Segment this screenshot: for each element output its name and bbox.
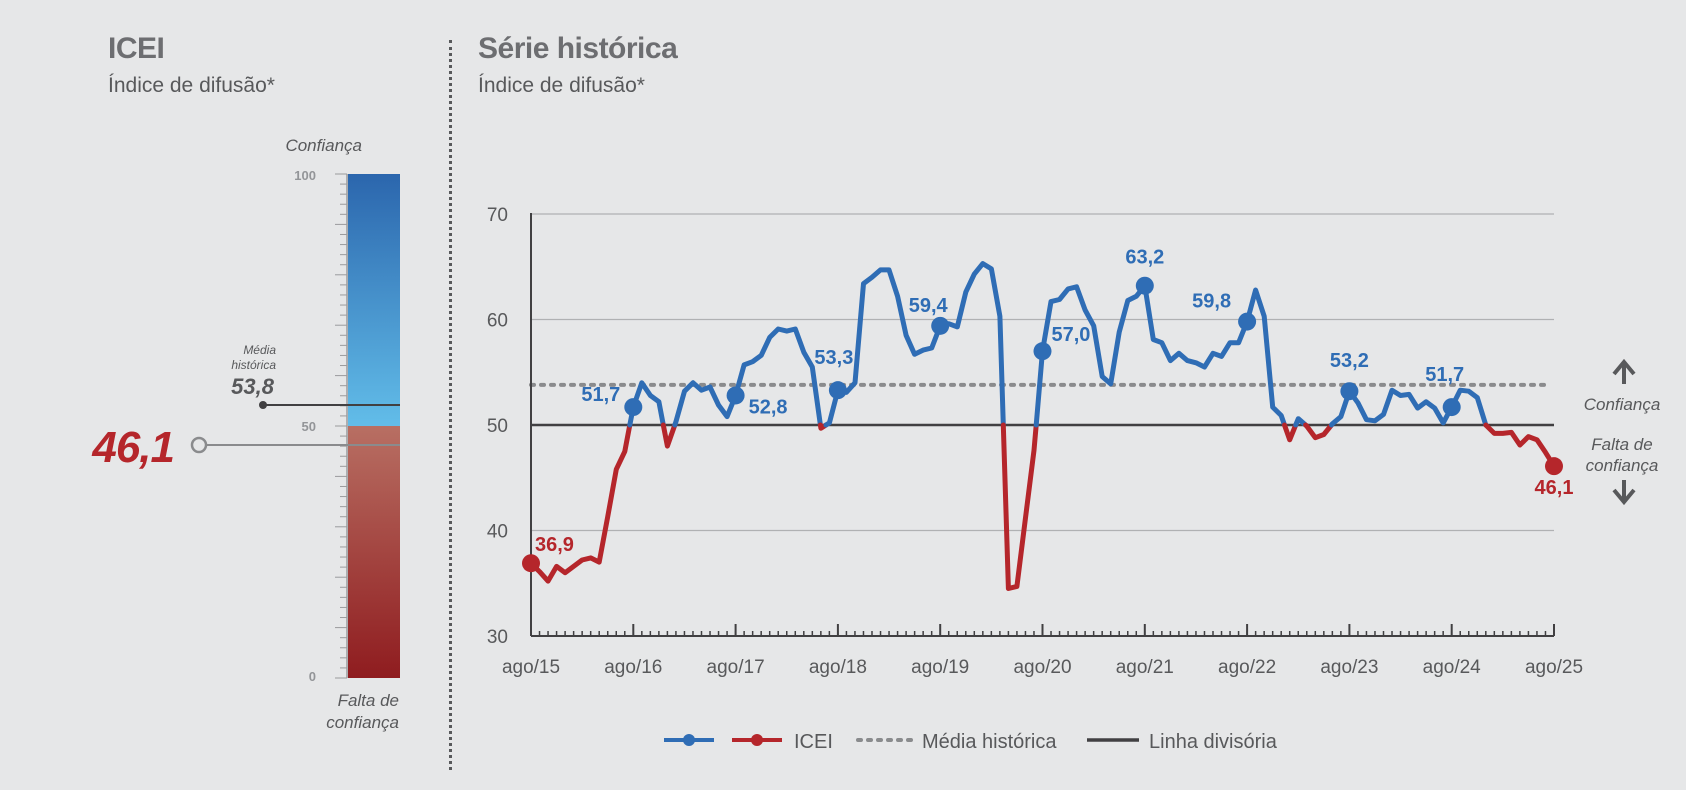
x-tick-label: ago/18 [809, 657, 867, 678]
current-pointer-ring [190, 436, 208, 454]
icei-series-segment-blue [1293, 416, 1309, 428]
gauge-tick-50: 50 [302, 419, 316, 434]
left-panel-subtitle: Índice de difusão* [108, 74, 275, 97]
gauge-bottom-label-line1: Falta de [338, 691, 399, 710]
annotation-marker [522, 554, 540, 573]
annotation-marker [624, 398, 643, 417]
chart-annotations: 36,9 51,7 52,8 53,3 59,4 57,0 63,2 59,8 53,2 51,7… [522, 247, 1574, 573]
annotation-marker [1545, 457, 1563, 476]
chart-gridlines [529, 213, 1555, 637]
left-panel-title: ICEI [108, 32, 165, 65]
icei-series-segment-blue [672, 326, 823, 428]
icei-series-segment-red [817, 422, 829, 431]
icei-series-segment-blue [1329, 387, 1489, 428]
gauge-tick-0: 0 [309, 669, 316, 684]
x-tick-label: ago/22 [1218, 657, 1276, 678]
annotation-label: 53,3 [814, 347, 853, 369]
x-tick-label: ago/15 [502, 657, 560, 678]
x-tick-label: ago/23 [1320, 657, 1378, 678]
annotation-label: 59,4 [909, 295, 949, 317]
annotation-marker [931, 316, 950, 335]
y-tick-label: 50 [487, 416, 508, 437]
annotation-label: 46,1 [1535, 477, 1574, 499]
arrow-down-icon [1612, 480, 1636, 506]
icei-series-segment-red [1000, 422, 1039, 591]
gauge-confidence-bar [348, 174, 400, 426]
icei-series-segment-red [660, 422, 678, 449]
x-tick-label: ago/17 [707, 657, 765, 678]
thermometer-gauge: Confiança 100 50 0 Média histórica 53,8 … [91, 136, 400, 732]
icei-series-segment-red [1282, 422, 1299, 443]
chart-subtitle: Índice de difusão* [478, 74, 645, 97]
x-tick-label: ago/21 [1116, 657, 1174, 678]
annotation-label: 63,2 [1125, 247, 1164, 269]
annotation-marker [1135, 276, 1154, 295]
annotation-label: 52,8 [749, 396, 788, 418]
right-side-labels: Confiança Falta de confiança [1584, 358, 1661, 506]
lack-side-label-line2: confiança [1586, 456, 1659, 475]
annotation-marker [1238, 312, 1257, 331]
media-label-line1: Média [243, 343, 276, 357]
annotation-label: 36,9 [535, 534, 574, 556]
annotation-label: 53,2 [1330, 350, 1369, 372]
x-tick-label: ago/24 [1423, 657, 1482, 678]
lack-side-label-line1: Falta de [1591, 435, 1652, 454]
media-value: 53,8 [231, 374, 275, 399]
legend-icei-label: ICEI [794, 731, 833, 753]
legend-icei-red-dot [751, 734, 763, 746]
annotation-label: 51,7 [581, 384, 620, 406]
current-value: 46,1 [91, 423, 174, 472]
chart-series-lines [528, 261, 1557, 591]
arrow-up-icon [1612, 358, 1636, 384]
x-tick-label: ago/19 [911, 657, 969, 678]
annotation-label: 51,7 [1425, 364, 1464, 386]
y-tick-label: 40 [487, 522, 508, 543]
x-tick-label: ago/25 [1525, 657, 1583, 678]
annotation-label: 59,8 [1192, 291, 1231, 313]
y-tick-label: 60 [487, 311, 508, 332]
annotation-marker [1033, 342, 1052, 361]
gauge-tick-100: 100 [294, 168, 316, 183]
confidence-side-label: Confiança [1584, 395, 1661, 414]
annotation-marker [828, 381, 847, 400]
y-axis-tick-labels: 30 40 50 60 70 [487, 205, 508, 648]
chart-title: Série histórica [478, 32, 678, 65]
y-tick-label: 30 [487, 627, 508, 648]
icei-series-segment-red [528, 422, 633, 584]
gauge-ticks [335, 173, 347, 679]
icei-series-segment-blue [1033, 283, 1287, 428]
chart-legend: ICEI Média histórica Linha divisória [664, 731, 1278, 753]
y-tick-label: 70 [487, 205, 508, 226]
gauge-top-label: Confiança [285, 136, 362, 155]
x-axis-tick-labels: ago/15 ago/16 ago/17 ago/18 ago/19 ago/20 ago/… [502, 657, 1583, 678]
annotation-marker [1340, 382, 1359, 401]
legend-icei-blue-dot [683, 734, 695, 746]
x-tick-label: ago/16 [604, 657, 662, 678]
icei-series-segment-red [1303, 422, 1334, 441]
gauge-lack-bar [348, 426, 400, 678]
panel-divider [449, 40, 452, 770]
icei-series-segment-blue [823, 261, 1006, 428]
annotation-label: 57,0 [1052, 324, 1091, 346]
gauge-bottom-label-line2: confiança [326, 713, 399, 732]
media-pointer-dot [259, 401, 267, 409]
legend-media-label: Média histórica [922, 731, 1057, 753]
media-label-line2: histórica [231, 358, 276, 372]
annotation-marker [726, 386, 745, 405]
legend-linha-label: Linha divisória [1149, 731, 1278, 753]
icei-series-segment-red [1483, 422, 1557, 469]
annotation-marker [1442, 398, 1461, 417]
x-tick-label: ago/20 [1013, 657, 1071, 678]
icei-series-segment-blue [627, 380, 666, 428]
